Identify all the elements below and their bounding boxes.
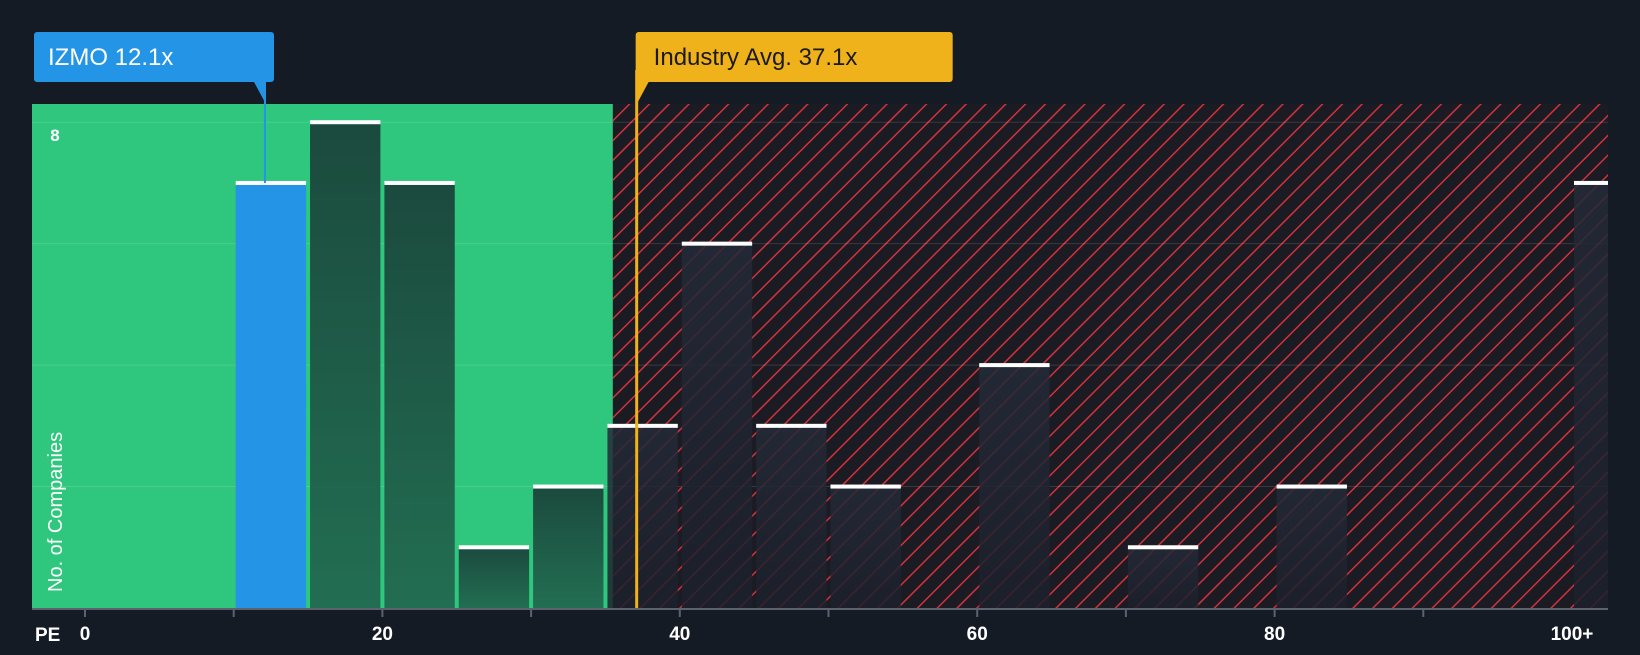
x-tick-label-0: 0 xyxy=(80,624,91,645)
industry-callout-box xyxy=(635,32,953,82)
x-tick-label-40: 40 xyxy=(669,624,690,645)
bar-cap-40-45 xyxy=(681,241,753,246)
bar-25-30 xyxy=(458,547,530,608)
x-ticks: 0 20 40 60 80 100+ xyxy=(80,609,1594,645)
x-axis-label: PE xyxy=(35,625,60,646)
bar-cap-20-25 xyxy=(384,180,455,185)
bar-50-55 xyxy=(830,486,901,608)
bar-30-35 xyxy=(533,486,604,608)
bar-80-85 xyxy=(1276,486,1347,608)
bar-10-15 xyxy=(235,182,307,608)
bar-cap-70-75 xyxy=(1127,545,1199,550)
bar-cap-30-35 xyxy=(533,484,604,489)
bar-70-75 xyxy=(1127,547,1199,608)
company-callout-label: IZMO 12.1x xyxy=(48,44,173,71)
bar-cap-35-40 xyxy=(607,423,678,428)
bar-cap-50-55 xyxy=(830,484,901,489)
bar-cap-100-105 xyxy=(1574,180,1608,185)
bar-100-105 xyxy=(1574,182,1608,608)
industry-marker: Industry Avg. 37.1x xyxy=(635,32,953,608)
bar-cap-45-50 xyxy=(756,423,827,428)
industry-callout-label: Industry Avg. 37.1x xyxy=(654,44,858,71)
bar-60-65 xyxy=(979,365,1050,608)
bar-40-45 xyxy=(681,243,753,608)
bar-15-20 xyxy=(310,122,381,609)
company-callout-pointer xyxy=(252,80,266,104)
y-axis-label: No. of Companies xyxy=(45,432,67,592)
bar-20-25 xyxy=(384,182,455,608)
bar-cap-25-30 xyxy=(458,545,530,550)
x-tick-label-60: 60 xyxy=(967,624,988,645)
company-callout-box xyxy=(34,32,274,82)
x-tick-label-100: 100+ xyxy=(1551,624,1594,645)
bar-cap-10-15 xyxy=(235,180,307,185)
x-tick-label-80: 80 xyxy=(1264,624,1285,645)
bar-cap-60-65 xyxy=(979,363,1050,368)
bar-45-50 xyxy=(756,425,827,608)
bar-cap-80-85 xyxy=(1276,484,1347,489)
bar-35-40 xyxy=(607,425,678,608)
y-tick-label: 8 xyxy=(50,126,59,145)
bars-group xyxy=(235,120,1608,609)
bar-cap-15-20 xyxy=(310,120,381,125)
company-marker: IZMO 12.1x xyxy=(34,32,274,183)
x-tick-label-20: 20 xyxy=(372,624,393,645)
industry-callout-pointer xyxy=(635,80,650,106)
